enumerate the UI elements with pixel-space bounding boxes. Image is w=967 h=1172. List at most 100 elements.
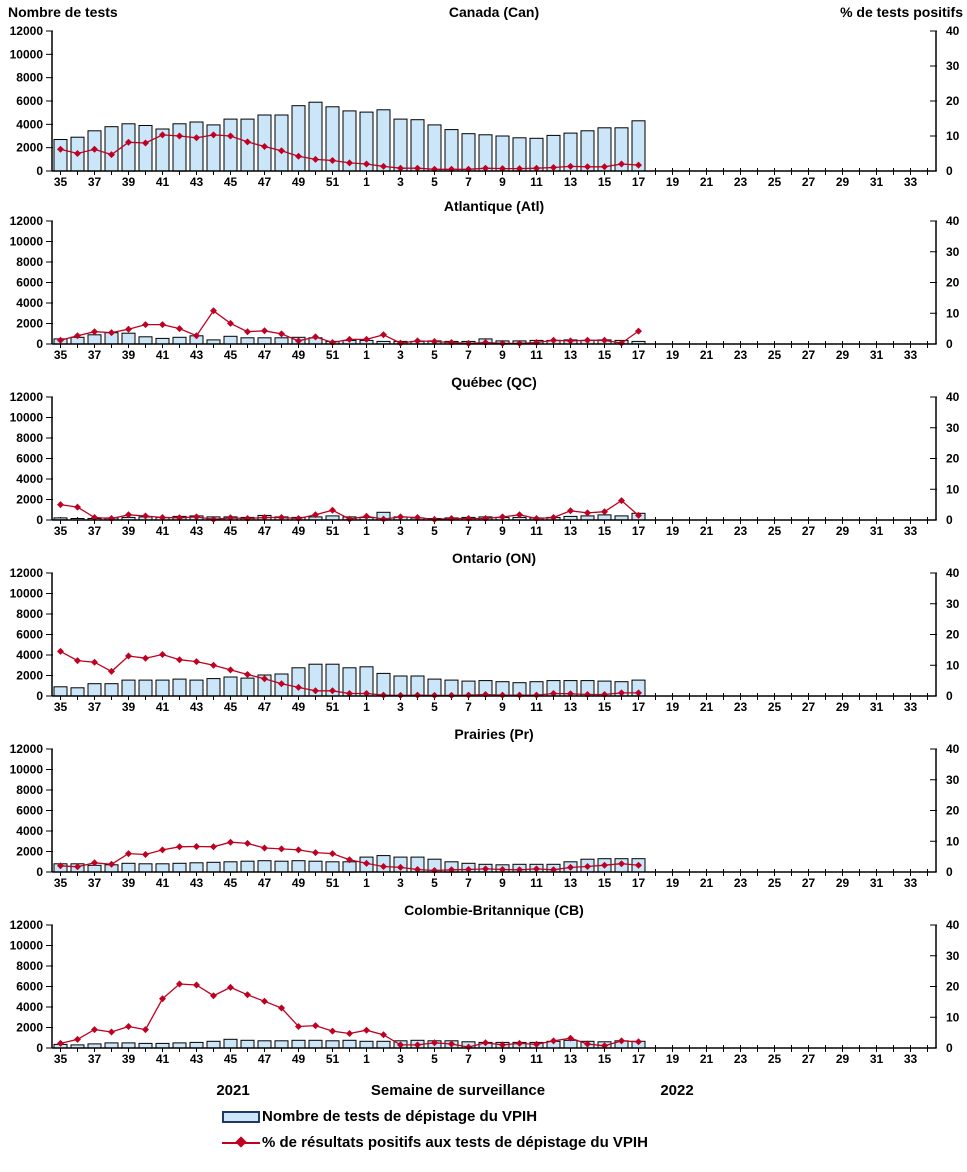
svg-text:20: 20: [946, 276, 960, 290]
svg-text:27: 27: [802, 175, 816, 189]
svg-text:0: 0: [946, 337, 953, 351]
svg-text:13: 13: [564, 876, 578, 890]
svg-text:12000: 12000: [10, 24, 44, 38]
svg-text:19: 19: [666, 700, 680, 714]
svg-text:2000: 2000: [16, 141, 43, 155]
svg-text:49: 49: [292, 348, 306, 362]
svg-text:30: 30: [946, 597, 960, 611]
line-diamond-icon: [222, 1136, 260, 1149]
svg-text:45: 45: [224, 175, 238, 189]
svg-text:11: 11: [530, 700, 543, 714]
svg-text:13: 13: [564, 700, 578, 714]
svg-text:9: 9: [499, 1052, 506, 1066]
svg-text:45: 45: [224, 876, 238, 890]
svg-text:39: 39: [122, 876, 136, 890]
panel-title-quebec: Québec (QC): [451, 374, 537, 390]
svg-text:45: 45: [224, 1052, 238, 1066]
svg-text:25: 25: [768, 348, 782, 362]
svg-text:35: 35: [54, 876, 68, 890]
svg-text:45: 45: [224, 348, 238, 362]
svg-text:49: 49: [292, 175, 306, 189]
svg-text:5: 5: [431, 175, 438, 189]
svg-text:12000: 12000: [10, 214, 44, 228]
svg-text:4000: 4000: [16, 296, 43, 310]
legend-tests-label: Nombre de tests de dépistage du VPIH: [262, 1108, 538, 1125]
year-right-label: 2022: [660, 1082, 694, 1099]
svg-text:20: 20: [946, 804, 960, 818]
svg-text:0: 0: [36, 164, 43, 178]
svg-text:21: 21: [700, 524, 714, 538]
svg-text:11: 11: [530, 1052, 543, 1066]
svg-text:0: 0: [946, 513, 953, 527]
svg-text:29: 29: [836, 700, 850, 714]
svg-text:1: 1: [363, 1052, 370, 1066]
chart-panel-prairies: Prairies (Pr) 0 2000 4000 6000 8000 10000 1200…: [0, 720, 967, 896]
svg-text:25: 25: [768, 1052, 782, 1066]
svg-text:33: 33: [904, 524, 918, 538]
svg-text:40: 40: [946, 24, 960, 38]
svg-text:51: 51: [326, 876, 340, 890]
svg-text:0: 0: [36, 865, 43, 879]
svg-text:37: 37: [88, 876, 102, 890]
svg-text:19: 19: [666, 175, 680, 189]
svg-text:29: 29: [836, 524, 850, 538]
svg-text:31: 31: [870, 348, 884, 362]
svg-text:37: 37: [88, 700, 102, 714]
svg-text:8000: 8000: [16, 71, 43, 85]
svg-text:15: 15: [598, 876, 612, 890]
svg-text:29: 29: [836, 1052, 850, 1066]
svg-text:15: 15: [598, 1052, 612, 1066]
svg-text:4000: 4000: [16, 648, 43, 662]
svg-text:51: 51: [326, 524, 340, 538]
svg-text:47: 47: [258, 175, 272, 189]
chart-panel-atlantique: Atlantique (Atl) 0 2000 4000 6000 8000 10000 1…: [0, 192, 967, 368]
svg-text:8000: 8000: [16, 607, 43, 621]
svg-text:12000: 12000: [10, 566, 44, 580]
svg-text:10: 10: [946, 129, 960, 143]
svg-text:4000: 4000: [16, 117, 43, 131]
svg-text:35: 35: [54, 348, 68, 362]
svg-text:37: 37: [88, 175, 102, 189]
chart-panel-colombie-britannique: Colombie-Britannique (CB) 0 2000 4000 6000 8…: [0, 896, 967, 1072]
svg-text:40: 40: [946, 566, 960, 580]
svg-text:20: 20: [946, 980, 960, 994]
svg-text:51: 51: [326, 348, 340, 362]
svg-text:15: 15: [598, 348, 612, 362]
svg-text:30: 30: [946, 949, 960, 963]
svg-text:27: 27: [802, 524, 816, 538]
svg-text:47: 47: [258, 1052, 272, 1066]
svg-text:37: 37: [88, 348, 102, 362]
svg-text:17: 17: [632, 700, 646, 714]
svg-text:39: 39: [122, 1052, 136, 1066]
svg-text:3: 3: [397, 1052, 404, 1066]
svg-text:21: 21: [700, 348, 714, 362]
svg-text:39: 39: [122, 348, 136, 362]
svg-text:12000: 12000: [10, 918, 44, 932]
svg-text:23: 23: [734, 524, 748, 538]
svg-text:10: 10: [946, 1010, 960, 1024]
svg-text:20: 20: [946, 628, 960, 642]
chart-panel-canada: Nombre de tests % de tests positifs Cana…: [0, 0, 967, 192]
svg-text:23: 23: [734, 700, 748, 714]
svg-text:4000: 4000: [16, 472, 43, 486]
svg-text:19: 19: [666, 348, 680, 362]
svg-text:35: 35: [54, 524, 68, 538]
svg-text:23: 23: [734, 348, 748, 362]
figure-footer: 2021 Semaine de surveillance 2022 Nombre…: [0, 1072, 967, 1172]
svg-text:25: 25: [768, 175, 782, 189]
svg-text:41: 41: [156, 524, 170, 538]
svg-text:5: 5: [431, 876, 438, 890]
svg-text:33: 33: [904, 348, 918, 362]
svg-text:51: 51: [326, 1052, 340, 1066]
svg-text:15: 15: [598, 175, 612, 189]
svg-text:4000: 4000: [16, 824, 43, 838]
svg-text:41: 41: [156, 876, 170, 890]
svg-text:8000: 8000: [16, 959, 43, 973]
svg-text:23: 23: [734, 1052, 748, 1066]
svg-text:9: 9: [499, 524, 506, 538]
svg-text:33: 33: [904, 700, 918, 714]
svg-text:30: 30: [946, 773, 960, 787]
svg-text:40: 40: [946, 742, 960, 756]
